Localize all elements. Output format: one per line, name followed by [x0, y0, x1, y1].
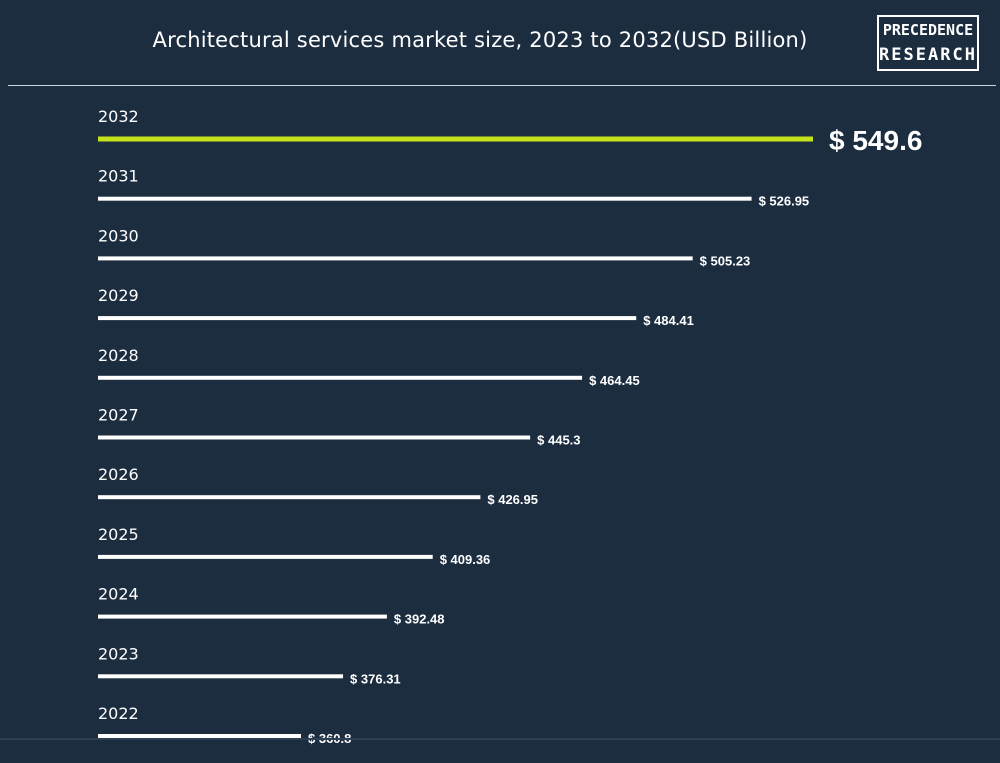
value-label-2028: $ 464.45: [589, 373, 640, 388]
logo-line-1: PRECEDENCE: [882, 21, 974, 39]
chart-title: Architectural services market size, 2023…: [152, 28, 808, 52]
bar-2022: [98, 734, 301, 738]
category-label-2028: 2028: [98, 346, 139, 365]
category-label-2024: 2024: [98, 585, 139, 604]
bar-2032: [98, 136, 813, 142]
bar-2026: [98, 495, 481, 500]
category-label-2022: 2022: [98, 704, 139, 723]
logo-line-2: RESEARCH: [879, 45, 977, 65]
bottom-rule: [0, 738, 1000, 740]
category-label-2030: 2030: [98, 226, 139, 245]
bar-2028: [98, 375, 583, 380]
bar-2031: [98, 196, 752, 201]
value-label-2025: $ 409.36: [440, 552, 491, 567]
value-label-2024: $ 392.48: [394, 612, 445, 627]
header-divider: [8, 85, 996, 86]
category-label-2032: 2032: [98, 107, 139, 126]
value-label-2031: $ 526.95: [759, 194, 810, 209]
category-label-2025: 2025: [98, 525, 139, 544]
category-label-2027: 2027: [98, 406, 139, 425]
bar-2030: [98, 256, 693, 261]
value-label-2026: $ 426.95: [487, 492, 538, 507]
bar-2024: [98, 614, 387, 619]
value-label-2027: $ 445.3: [537, 433, 580, 448]
value-label-2023: $ 376.31: [350, 671, 401, 686]
value-label-2029: $ 484.41: [643, 313, 694, 328]
category-label-2026: 2026: [98, 465, 139, 484]
bar-2029: [98, 316, 637, 321]
category-label-2031: 2031: [98, 167, 139, 186]
precedence-research-logo: PRECEDENCE RESEARCH: [877, 15, 979, 71]
category-label-2023: 2023: [98, 644, 139, 663]
bar-2025: [98, 554, 433, 559]
value-label-2032: $ 549.6: [829, 125, 922, 156]
bar-2027: [98, 435, 531, 440]
category-label-2029: 2029: [98, 286, 139, 305]
value-label-2030: $ 505.23: [700, 253, 751, 268]
bar-2023: [98, 674, 344, 679]
